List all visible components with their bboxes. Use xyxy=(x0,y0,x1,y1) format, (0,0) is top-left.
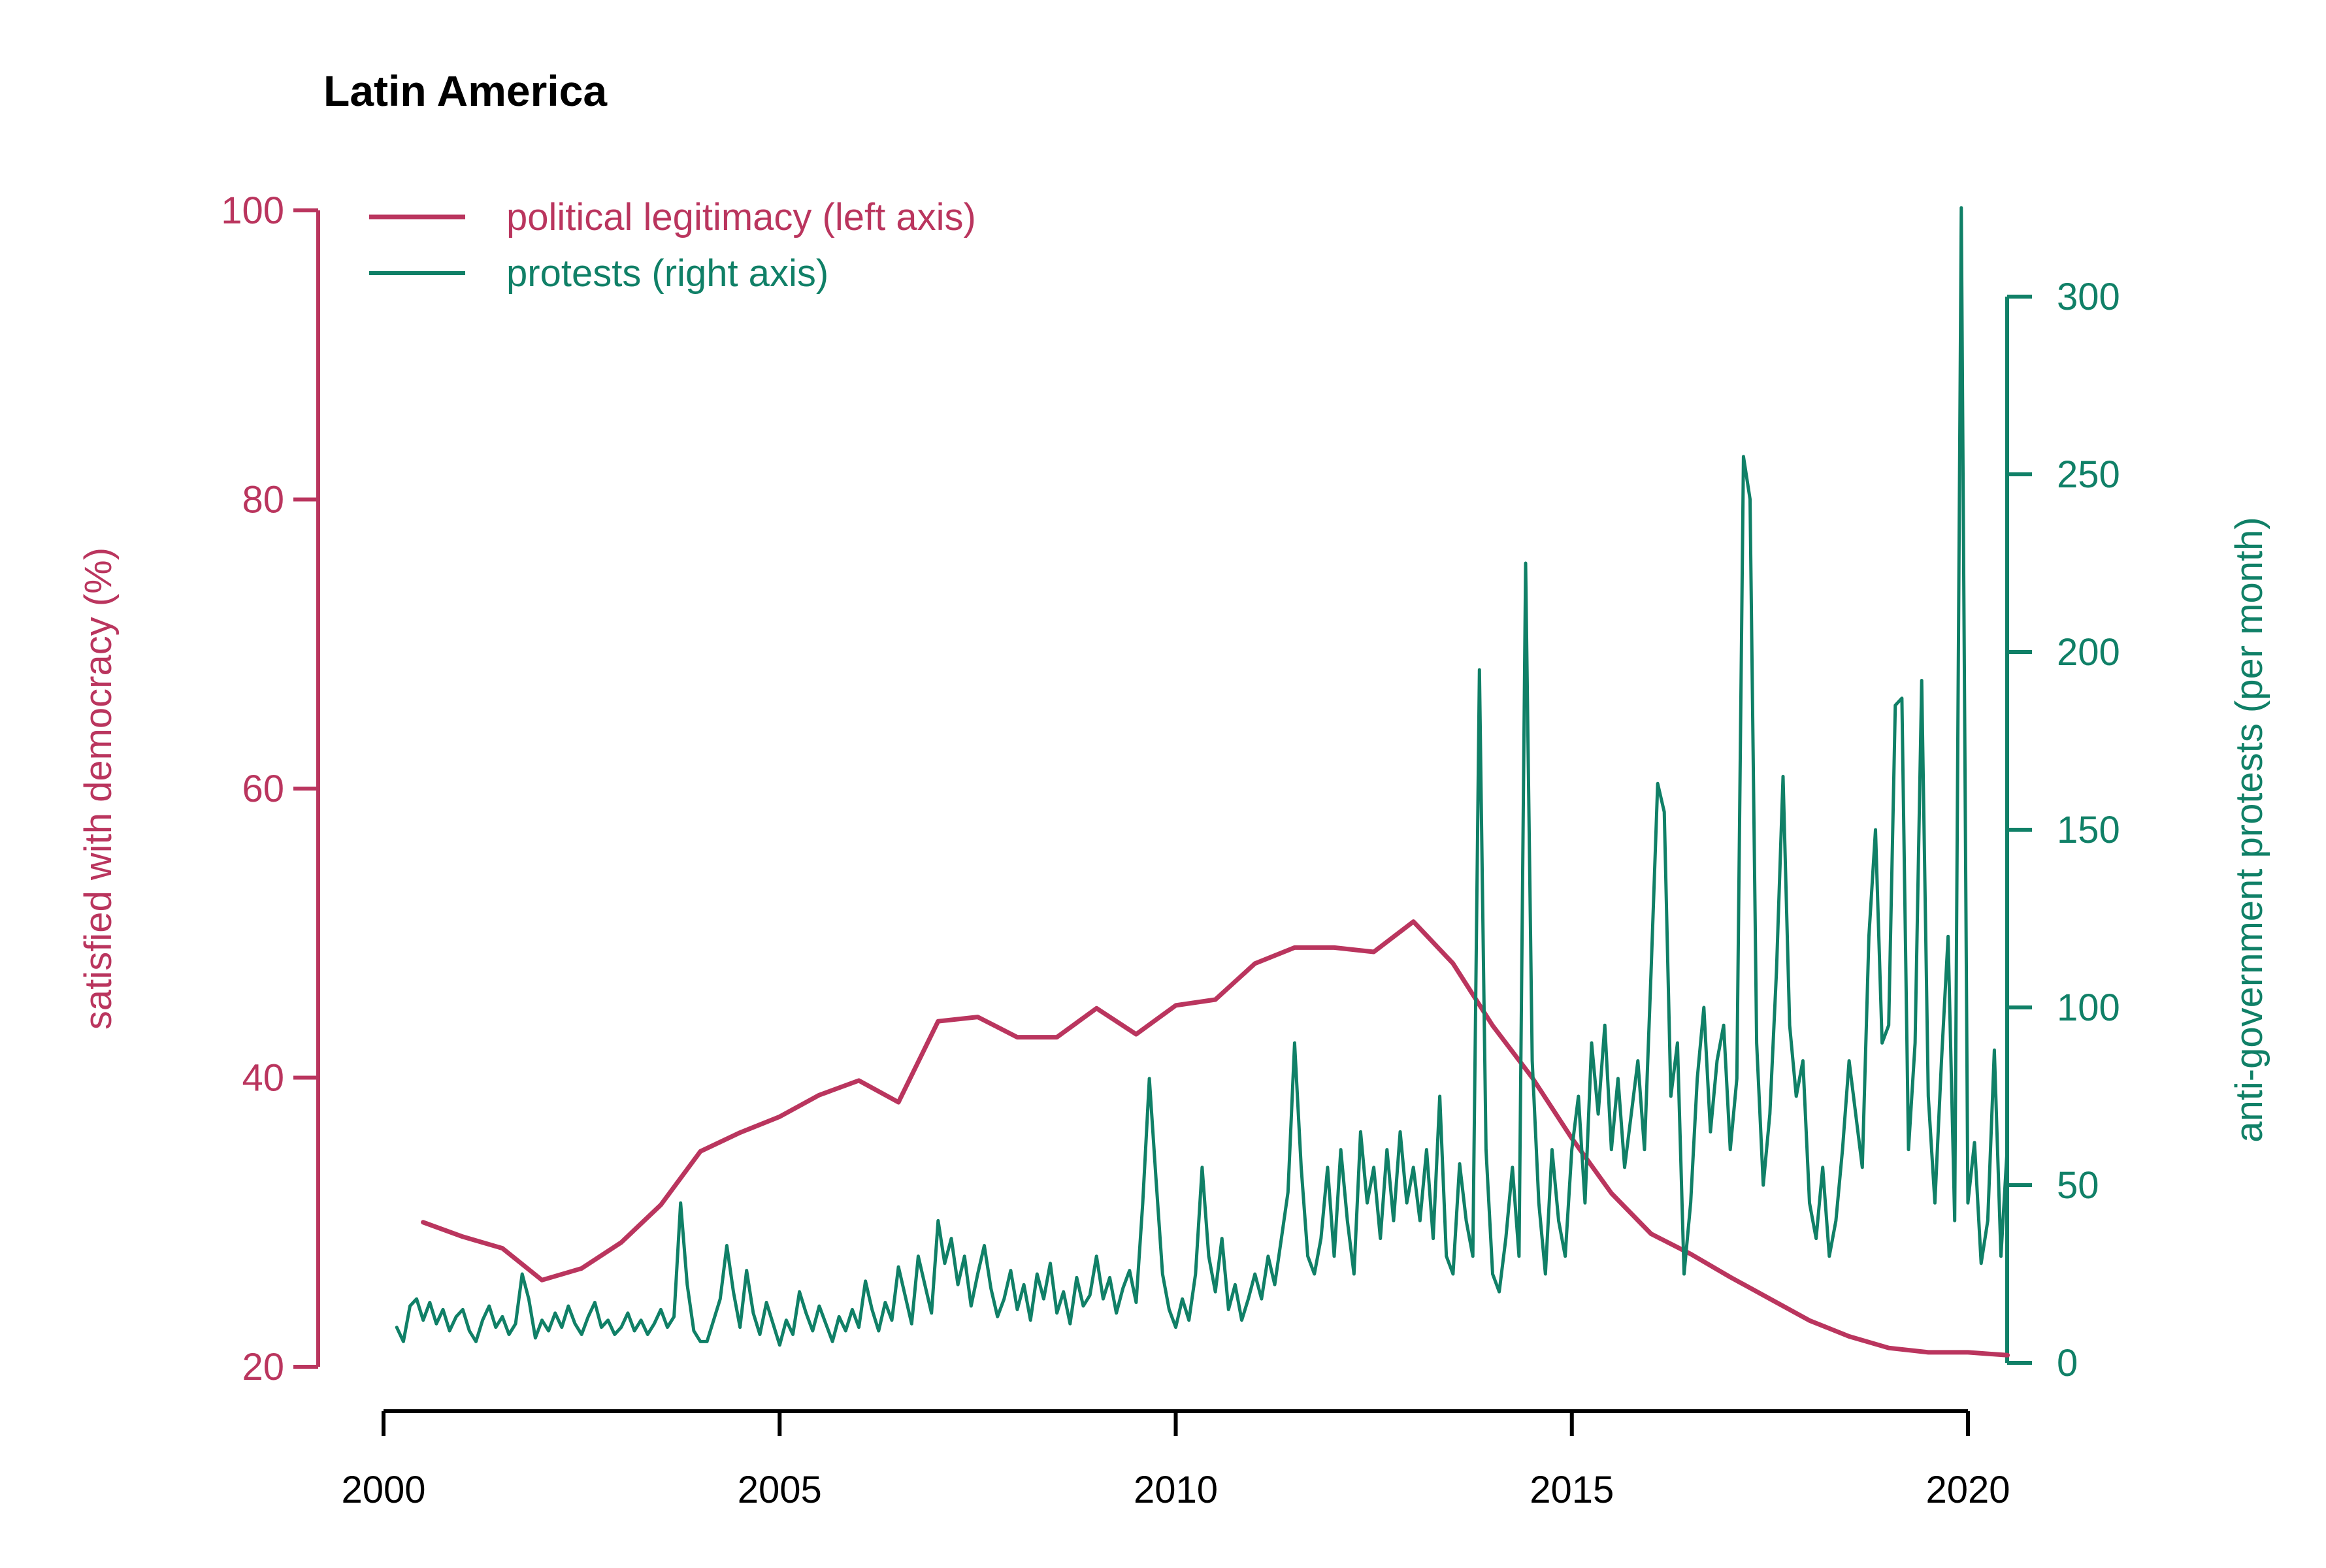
x-axis-tick-label: 2015 xyxy=(1530,1469,1614,1511)
right-axis-tick-label: 0 xyxy=(2057,1342,2078,1384)
left-axis-tick-label: 80 xyxy=(242,479,284,521)
legend: political legitimacy (left axis) protest… xyxy=(369,196,976,295)
series-protests xyxy=(395,206,2010,1347)
chart-title: Latin America xyxy=(323,67,608,115)
data-series xyxy=(395,206,2010,1358)
left-axis-title: satisfied with democracy (%) xyxy=(77,547,120,1030)
legend-label-legitimacy: political legitimacy (left axis) xyxy=(506,196,976,238)
right-axis-tick-label: 150 xyxy=(2057,809,2120,851)
right-axis-tick-label: 50 xyxy=(2057,1164,2099,1207)
left-axis-tick-label: 40 xyxy=(242,1057,284,1100)
right-axis-tick-label: 200 xyxy=(2057,631,2120,674)
right-axis-tick-label: 100 xyxy=(2057,987,2120,1029)
x-axis-tick-label: 2010 xyxy=(1134,1469,1218,1511)
left-axis-tick-label: 100 xyxy=(221,189,284,232)
right-axis-title: anti-government protests (per month) xyxy=(2228,517,2270,1142)
left-axis-tick-label: 20 xyxy=(242,1346,284,1388)
right-axis-tick-label: 300 xyxy=(2057,276,2120,318)
left-axis-tick-label: 60 xyxy=(242,768,284,810)
x-axis-tick-label: 2005 xyxy=(738,1469,822,1511)
axes: 2000 2005 2010 2015 202020406080100050100150… xyxy=(221,189,2120,1511)
series-legitimacy xyxy=(421,919,2010,1358)
legend-label-protests: protests (right axis) xyxy=(506,252,828,295)
x-axis-tick-label: 2020 xyxy=(1925,1469,2010,1511)
x-axis-tick-label: 2000 xyxy=(341,1469,425,1511)
right-axis-tick-label: 250 xyxy=(2057,453,2120,496)
